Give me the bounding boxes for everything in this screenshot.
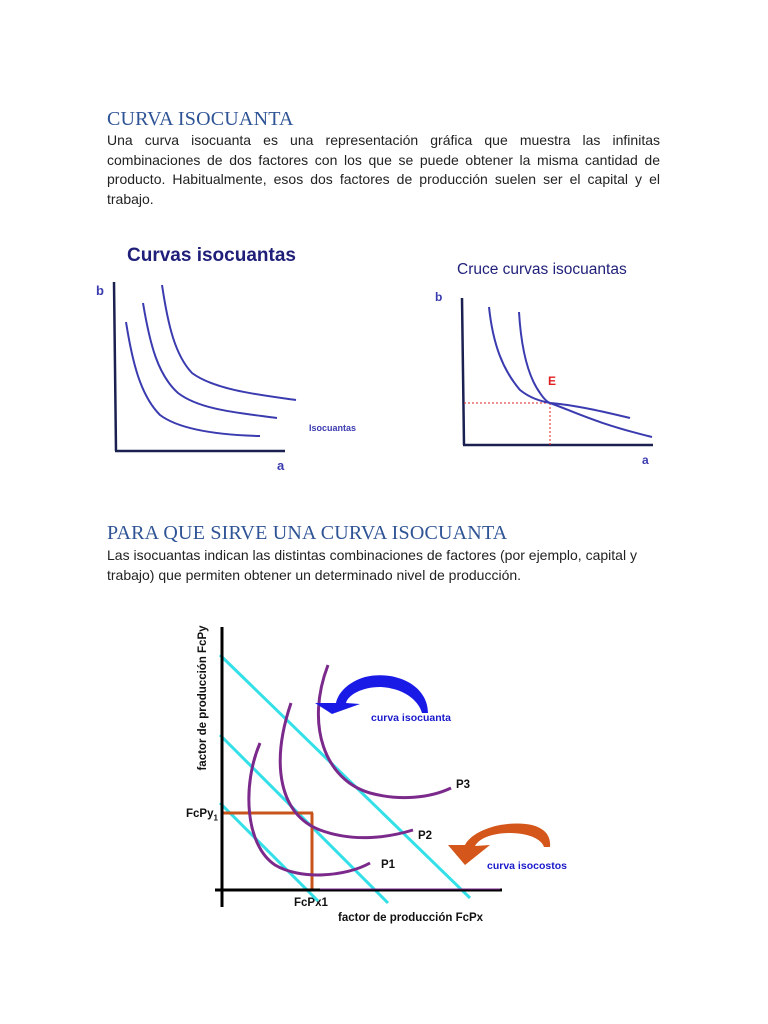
point-label-p3: P3 <box>456 779 471 791</box>
figure-curvas-isocuantas: Curvas isocuantas b a Isocuantas <box>90 235 390 480</box>
callout-curva-isocostos: curva isocostos <box>487 860 567 872</box>
equilibrium-point-label: E <box>548 374 557 388</box>
y-axis-label: b <box>435 290 443 304</box>
point-label-p2: P2 <box>418 830 433 842</box>
isocost-line-3 <box>218 653 472 900</box>
point-label-p1: P1 <box>381 859 396 871</box>
section-heading-curva-isocuanta: CURVA ISOCUANTA <box>107 108 294 130</box>
x-axis-title: factor de producción FcPx <box>338 912 484 924</box>
isoquant-curve-1 <box>488 306 653 438</box>
figure-title: Cruce curvas isocuantas <box>457 261 627 278</box>
isoquant-curve-p1 <box>247 742 371 877</box>
y-tick-subscript: 1 <box>213 813 218 823</box>
isoquant-curve-p2 <box>278 702 414 840</box>
chart-plot <box>112 281 297 453</box>
legend-label: Isocuantas <box>309 423 357 433</box>
y-tick-text: FcPy <box>186 808 214 820</box>
figure-cruce-curvas-isocuantas: Cruce curvas isocuantas b a E <box>425 255 665 475</box>
section-paragraph-definition: Una curva isocuanta es una representació… <box>107 132 660 207</box>
isoquant-curve-2 <box>142 302 278 419</box>
figure-title: Curvas isocuantas <box>127 245 296 266</box>
diagram-plot <box>215 627 551 907</box>
isoquant-curve-1 <box>125 321 261 437</box>
y-tick-label: FcPy1 <box>186 808 218 822</box>
isoquant-curve-p3 <box>316 664 452 800</box>
y-axis <box>460 297 466 446</box>
isoquant-curve-3 <box>161 284 297 401</box>
chart-plot <box>460 297 653 447</box>
callout-curva-isocuanta: curva isocuanta <box>371 712 451 724</box>
isocost-line-2 <box>218 733 390 905</box>
x-axis-label: a <box>277 458 285 473</box>
y-axis-label: b <box>96 283 104 298</box>
isoquant-arrow-icon <box>315 675 428 714</box>
isocost-arrow-icon <box>448 823 551 865</box>
x-axis-label: a <box>642 453 649 467</box>
section-paragraph-usage: Las isocuantas indican las distintas com… <box>107 547 637 583</box>
isocost-line-1 <box>218 801 320 903</box>
figure-isocuanta-isocostos: factor de producción FcPy factor de prod… <box>170 615 610 935</box>
section-heading-para-que-sirve: PARA QUE SIRVE UNA CURVA ISOCUANTA <box>107 522 508 544</box>
x-tick-label: FcPx1 <box>294 897 328 909</box>
isoquant-curve-2 <box>518 311 631 419</box>
y-axis <box>112 281 118 452</box>
